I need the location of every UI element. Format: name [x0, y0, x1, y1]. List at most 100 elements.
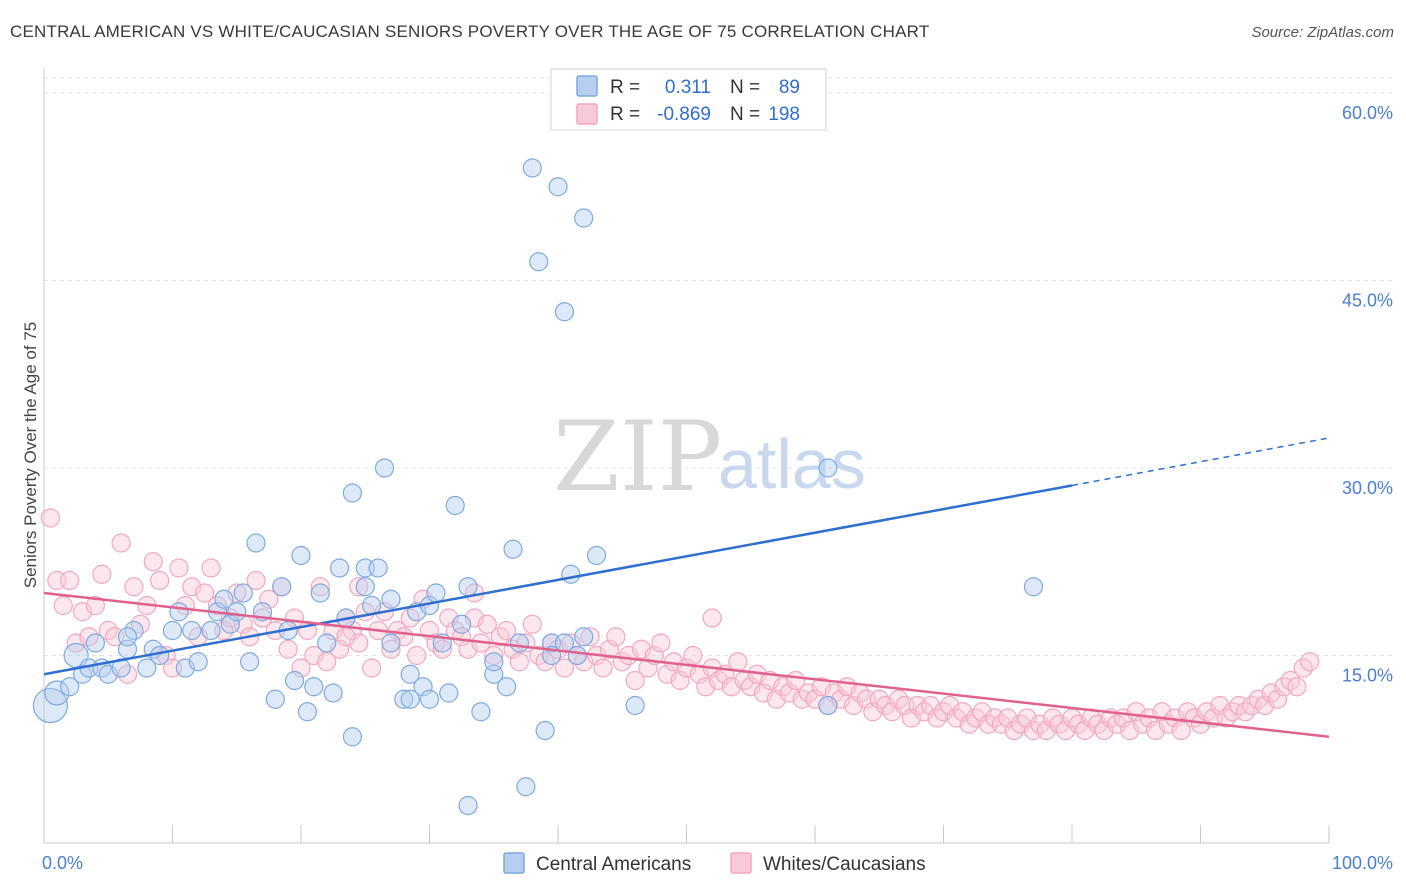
central-american-point [413, 677, 433, 697]
central-american-point [1023, 577, 1044, 597]
y-tick-label: 30.0% [1342, 478, 1393, 498]
central-american-point [522, 158, 542, 178]
whites-point [53, 595, 73, 616]
whites-point [150, 570, 170, 591]
central-american-point [439, 683, 459, 703]
whites-point [638, 658, 658, 678]
whites-point [522, 614, 542, 634]
whites-point [1267, 689, 1288, 709]
central-american-point [227, 602, 247, 622]
central-american-point [818, 695, 838, 716]
whites-point [349, 577, 369, 597]
central-american-point [32, 687, 69, 724]
whites-point [606, 627, 626, 647]
whites-point [246, 570, 266, 591]
legend-n-value-1: 89 [779, 77, 800, 98]
central-american-point [503, 539, 523, 559]
chart-title: CENTRAL AMERICAN VS WHITE/CAUCASIAN SENI… [10, 22, 930, 41]
central-american-point [150, 645, 170, 666]
central-american-point [458, 795, 478, 816]
legend-r-label-1: R = [610, 77, 640, 98]
central-american-point [188, 652, 208, 672]
central-american-point [310, 583, 330, 603]
whites-point [124, 577, 144, 597]
central-american-point [574, 208, 594, 228]
legend-n-label-1: N = [730, 77, 760, 98]
central-american-point [162, 620, 183, 641]
legend-r-value-2: -0.869 [657, 104, 711, 125]
central-american-point [516, 777, 536, 797]
bottom-legend-swatch-pink [730, 852, 752, 874]
y-axis-label: Seniors Poverty Over the Age of 75 [21, 322, 40, 588]
central-american-point [471, 702, 491, 722]
central-american-point [169, 602, 189, 622]
y-tick-label: 45.0% [1342, 291, 1393, 311]
watermark: ZIP atlas [553, 401, 866, 513]
central-american-point [625, 695, 645, 716]
central-american-point [317, 633, 337, 653]
series-whites-points [40, 508, 1320, 741]
series-central-american-points [32, 158, 1044, 816]
whites-point [278, 639, 298, 659]
x-tick-label-right: 100.0% [1332, 853, 1393, 873]
whites-point [60, 570, 80, 591]
central-american-point [233, 583, 253, 603]
legend-n-label-2: N = [730, 104, 760, 125]
central-american-point [240, 652, 260, 672]
central-american-point [394, 689, 414, 709]
central-american-point [400, 664, 420, 684]
central-american-point [272, 577, 292, 597]
central-american-point [60, 677, 80, 697]
whites-point [554, 658, 575, 678]
central-american-point [586, 545, 607, 566]
legend-n-value-2: 198 [768, 104, 800, 125]
central-american-point [419, 689, 440, 709]
source-label: Source: ZipAtlas.com [1251, 24, 1394, 41]
whites-point [143, 552, 163, 572]
central-american-point [137, 658, 157, 678]
central-american-point [426, 583, 446, 603]
whites-point [1287, 677, 1307, 697]
central-american-point [368, 558, 388, 578]
central-american-point [381, 589, 401, 609]
bottom-legend-label-pink: Whites/Caucasians [763, 854, 926, 875]
whites-point [670, 670, 690, 691]
central-american-point [567, 645, 587, 666]
central-american-point [548, 177, 568, 197]
whites-point [85, 595, 106, 616]
central-american-point [509, 633, 530, 653]
central-american-point [117, 627, 138, 647]
whites-point [509, 652, 530, 672]
central-american-point [355, 577, 375, 597]
whites-point [477, 614, 497, 634]
central-american-point [85, 633, 106, 653]
whites-point [317, 652, 337, 672]
whites-point [1300, 652, 1320, 672]
legend-r-value-1: 0.311 [665, 77, 711, 98]
central-american-point [497, 677, 517, 697]
whites-point [169, 558, 189, 578]
x-tick-label-left: 0.0% [42, 853, 83, 873]
central-american-point [44, 680, 70, 706]
central-american-point [561, 564, 581, 584]
y-tick-labels: 15.0% 30.0% 45.0% 60.0% [1342, 103, 1393, 686]
central-american-point [284, 670, 305, 691]
trend-lines [43, 437, 1330, 738]
central-american-point [342, 727, 362, 747]
central-american-point [342, 483, 362, 503]
whites-point [651, 633, 671, 653]
whites-point [259, 589, 279, 609]
whites-point [310, 577, 330, 597]
whites-point [381, 639, 401, 659]
central-american-point [214, 589, 234, 609]
central-american-point [265, 689, 285, 709]
whites-point [201, 558, 221, 578]
whites-point [683, 645, 703, 666]
whites-point [362, 658, 382, 678]
whites-point [580, 627, 600, 647]
whites-point [291, 658, 311, 678]
y-tick-label: 60.0% [1342, 103, 1393, 123]
central-american-point [554, 302, 575, 322]
central-american-point [458, 577, 478, 597]
